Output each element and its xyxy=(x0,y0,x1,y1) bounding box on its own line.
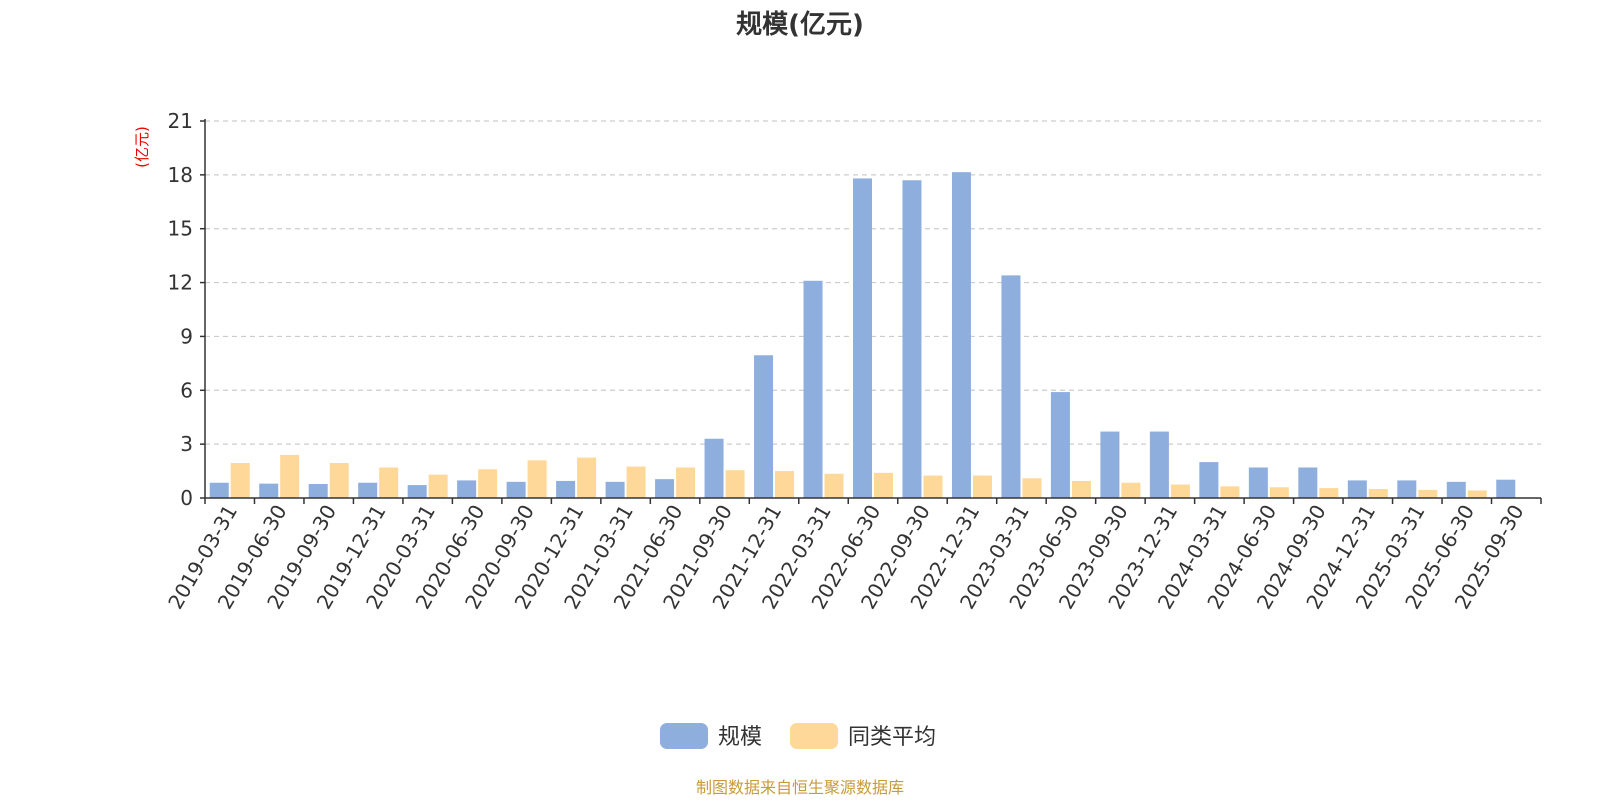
y-tick-label: 0 xyxy=(180,486,193,510)
bar-规模 xyxy=(704,438,724,498)
bar-规模 xyxy=(853,178,872,498)
bar-同类平均 xyxy=(478,469,498,498)
bar-规模 xyxy=(1100,431,1120,498)
y-tick-label: 3 xyxy=(180,432,193,456)
bar-同类平均 xyxy=(280,454,300,498)
bar-同类平均 xyxy=(379,467,399,498)
legend-label-同类平均: 同类平均 xyxy=(848,725,936,750)
legend-swatch-同类平均 xyxy=(790,723,838,749)
bar-同类平均 xyxy=(676,467,696,498)
bar-同类平均 xyxy=(725,470,745,498)
bar-同类平均 xyxy=(923,475,943,498)
bar-规模 xyxy=(407,485,427,498)
bar-规模 xyxy=(1347,480,1367,498)
bar-同类平均 xyxy=(1418,489,1438,498)
bar-同类平均 xyxy=(428,474,448,498)
bar-同类平均 xyxy=(972,475,992,498)
bar-规模 xyxy=(1496,479,1516,498)
bar-规模 xyxy=(1446,481,1466,498)
y-tick-label: 15 xyxy=(168,217,193,241)
bar-规模 xyxy=(358,482,378,498)
chart-title: 规模(亿元) xyxy=(736,10,864,40)
legend-label-规模: 规模 xyxy=(718,725,762,750)
bar-规模 xyxy=(605,481,625,498)
y-tick-label: 12 xyxy=(168,271,193,295)
bar-同类平均 xyxy=(1121,482,1141,498)
bar-规模 xyxy=(308,483,328,498)
source-note: 制图数据来自恒生聚源数据库 xyxy=(696,778,904,797)
axes: 0369121518212019-03-312019-06-302019-09-… xyxy=(163,109,1542,613)
bar-规模 xyxy=(803,280,823,498)
bar-同类平均 xyxy=(1071,480,1091,498)
bar-规模 xyxy=(1397,480,1417,498)
bar-规模 xyxy=(1248,467,1268,498)
bar-规模 xyxy=(1001,275,1021,498)
bar-规模 xyxy=(1149,431,1169,498)
bar-同类平均 xyxy=(577,457,597,498)
bar-规模 xyxy=(259,483,279,498)
bar-同类平均 xyxy=(527,460,547,498)
bar-规模 xyxy=(1050,392,1070,498)
bar-规模 xyxy=(655,479,675,498)
y-axis-unit-label: (亿元) xyxy=(133,126,151,168)
legend: 规模 同类平均 xyxy=(660,723,936,750)
bar-同类平均 xyxy=(824,473,844,498)
bar-规模 xyxy=(506,481,526,498)
bar-同类平均 xyxy=(1220,486,1240,498)
bar-同类平均 xyxy=(329,462,349,498)
bar-规模 xyxy=(951,172,971,498)
bar-规模 xyxy=(902,180,922,498)
bar-规模 xyxy=(754,355,774,498)
bar-同类平均 xyxy=(626,466,646,498)
bar-同类平均 xyxy=(1170,484,1190,498)
y-tick-label: 9 xyxy=(180,324,193,348)
bar-同类平均 xyxy=(1319,488,1339,498)
bar-同类平均 xyxy=(874,472,893,498)
bar-同类平均 xyxy=(230,462,250,498)
y-tick-label: 18 xyxy=(168,163,193,187)
bar-规模 xyxy=(209,482,229,498)
bar-同类平均 xyxy=(1467,490,1487,498)
bars xyxy=(209,172,1516,498)
bar-规模 xyxy=(1199,462,1219,498)
y-tick-label: 21 xyxy=(168,109,193,133)
bar-同类平均 xyxy=(775,471,795,498)
bar-同类平均 xyxy=(1368,489,1388,498)
bar-同类平均 xyxy=(1269,487,1289,498)
y-tick-label: 6 xyxy=(180,378,193,402)
bar-规模 xyxy=(1298,467,1318,498)
legend-swatch-规模 xyxy=(660,723,708,749)
grid-lines xyxy=(205,120,1541,445)
bar-规模 xyxy=(556,480,576,498)
bar-同类平均 xyxy=(1022,478,1042,498)
bar-规模 xyxy=(457,480,477,498)
